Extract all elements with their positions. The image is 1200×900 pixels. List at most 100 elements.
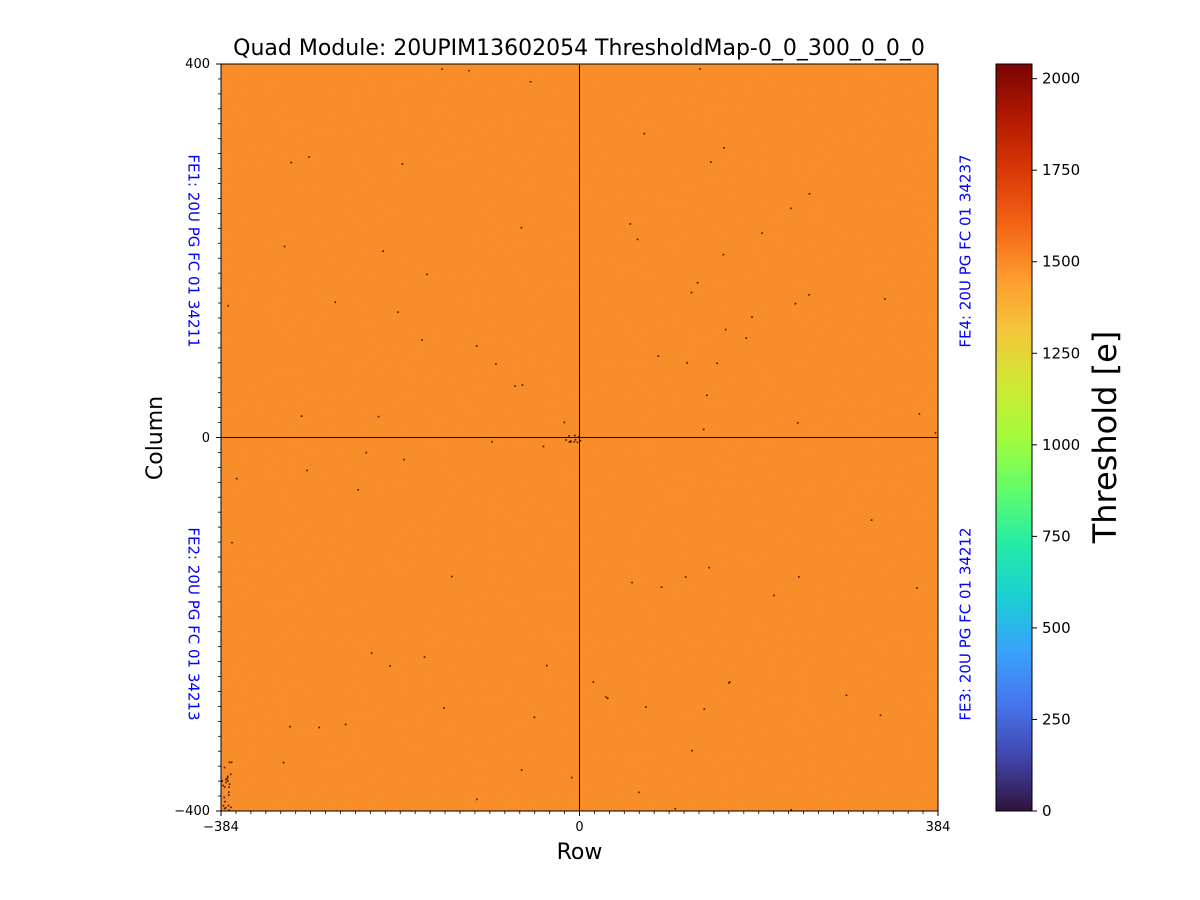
- dead-pixel: [441, 68, 443, 70]
- dead-pixel: [546, 664, 548, 667]
- dead-pixel: [710, 161, 712, 163]
- chart-title: Quad Module: 20UPIM13602054 ThresholdMap…: [233, 36, 925, 61]
- colorbar-ticks: 0 250 500 750 1000 1250 1500 1750 2000: [1032, 70, 1080, 820]
- y-axis-label: Column: [143, 396, 168, 480]
- dead-pixel: [636, 238, 639, 241]
- colorbar-gradient: [995, 63, 1033, 812]
- x-tick-label: 0: [575, 820, 583, 835]
- dead-pixel: [221, 780, 223, 782]
- dead-pixel: [592, 681, 595, 683]
- dead-pixel: [708, 566, 710, 569]
- dead-pixel: [227, 304, 229, 307]
- dead-pixel: [520, 226, 523, 229]
- colorbar-tick-label: 750: [1042, 527, 1071, 545]
- dead-pixel: [521, 384, 524, 386]
- dead-pixel: [629, 223, 632, 225]
- dead-pixel: [884, 298, 886, 300]
- y-tick-label: 400: [185, 57, 210, 72]
- dead-pixel: [228, 783, 231, 785]
- y-tick-label: −400: [174, 804, 210, 819]
- dead-pixel: [645, 706, 647, 708]
- dead-pixel: [235, 477, 238, 480]
- dead-pixel: [724, 328, 727, 331]
- dead-pixel: [223, 786, 226, 788]
- dead-pixel: [306, 469, 308, 472]
- dead-pixel: [443, 707, 445, 709]
- dead-pixel: [696, 282, 699, 284]
- dead-pixel: [579, 440, 582, 442]
- dead-pixel: [606, 697, 609, 700]
- dead-pixel: [300, 415, 303, 417]
- dead-pixel: [723, 147, 725, 149]
- dead-pixel: [401, 163, 404, 165]
- dead-pixel: [568, 441, 571, 443]
- quadrant-labels: FE1: 20U PG FC 01 34211 FE2: 20U PG FC 0…: [185, 154, 975, 720]
- dead-pixel: [229, 773, 232, 776]
- dead-pixel: [699, 68, 701, 70]
- dead-pixel: [226, 777, 229, 779]
- dead-pixel: [377, 415, 380, 418]
- dead-pixel: [370, 652, 373, 654]
- dead-pixel: [574, 434, 576, 437]
- dead-pixel: [382, 250, 384, 252]
- heatmap-plot-area: [220, 63, 939, 812]
- dead-pixel: [231, 541, 233, 544]
- dead-pixels: [221, 68, 937, 812]
- dead-pixel: [728, 682, 730, 684]
- dead-pixel: [226, 775, 229, 778]
- colorbar-tick-label: 250: [1042, 710, 1071, 728]
- dead-pixel: [716, 362, 718, 365]
- dead-pixel: [605, 696, 607, 698]
- dead-pixel: [228, 791, 230, 793]
- dead-pixel: [468, 69, 470, 72]
- dead-pixel: [576, 441, 579, 444]
- colorbar-tick-label: 1000: [1042, 436, 1080, 454]
- dead-pixel: [565, 439, 567, 441]
- colorbar-tick-label: 1500: [1042, 253, 1080, 271]
- dead-pixel: [223, 766, 226, 769]
- dead-pixel: [318, 726, 320, 729]
- dead-pixel: [222, 804, 225, 807]
- dead-pixel: [879, 714, 882, 717]
- dead-pixel: [491, 440, 493, 443]
- dead-pixel: [451, 575, 453, 578]
- dead-pixel: [403, 458, 405, 461]
- dead-pixel: [227, 804, 230, 807]
- dead-pixel: [574, 439, 577, 441]
- dead-pixel: [808, 294, 810, 296]
- dead-pixel: [228, 761, 231, 764]
- dead-pixel: [230, 806, 232, 809]
- dead-pixel: [684, 576, 687, 578]
- dead-pixel: [290, 161, 292, 164]
- colorbar-label: Threshold [e]: [1086, 331, 1124, 545]
- x-axis: −384 0 384 Row: [203, 811, 950, 865]
- dead-pixel: [520, 769, 523, 771]
- dead-pixel: [643, 132, 646, 135]
- colorbar-tick-label: 0: [1042, 802, 1052, 820]
- dead-pixel: [283, 245, 286, 248]
- x-tick-label: −384: [203, 820, 239, 835]
- dead-pixel: [790, 207, 792, 210]
- colorbar-tick-label: 500: [1042, 619, 1071, 637]
- dead-pixel: [514, 385, 516, 387]
- colorbar: 0 250 500 750 1000 1250 1500 1750 2000 Threshold…: [995, 63, 1124, 820]
- dead-pixel: [365, 451, 368, 454]
- dead-pixel: [223, 796, 226, 799]
- dead-pixel: [638, 791, 640, 794]
- dead-pixel: [691, 749, 693, 752]
- colorbar-tick-label: 1750: [1042, 161, 1080, 179]
- dead-pixel: [334, 301, 337, 303]
- dead-pixel: [808, 193, 811, 195]
- dead-pixel: [660, 586, 663, 588]
- dead-pixel: [227, 780, 229, 782]
- dead-pixel: [870, 519, 873, 521]
- dead-pixel: [631, 581, 633, 584]
- dead-pixel: [722, 253, 725, 256]
- dead-pixel: [397, 311, 399, 313]
- dead-pixel: [573, 441, 575, 443]
- dead-pixel: [357, 489, 359, 491]
- dead-pixel: [225, 781, 227, 784]
- dead-pixel: [934, 432, 937, 434]
- minor-ticks: [218, 63, 939, 814]
